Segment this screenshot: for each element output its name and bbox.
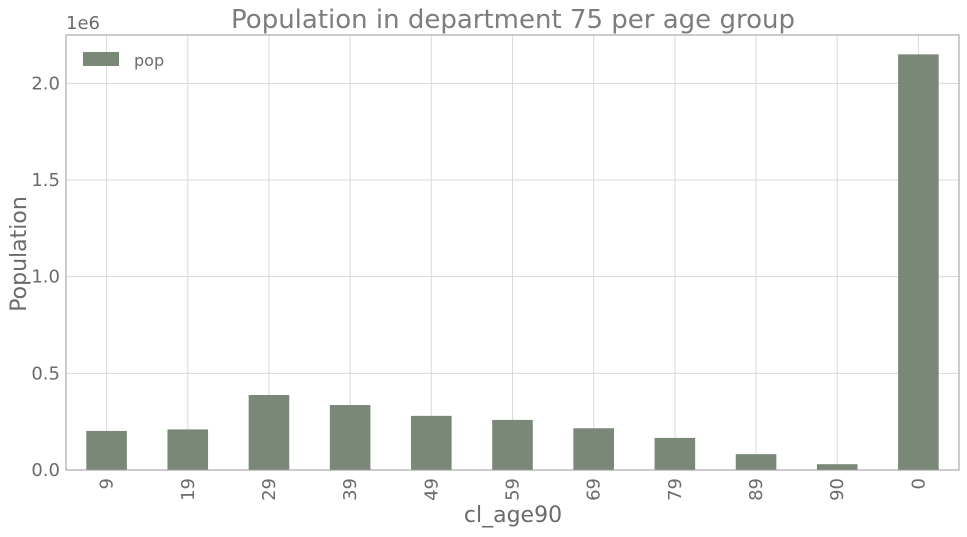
- x-tick-label: 79: [665, 478, 686, 501]
- tick-labels: 0.0 0.5 1.0 1.5 2.0 9 19 29 39 49 59 69 79 89 90 0: [31, 73, 929, 501]
- x-tick-label: 69: [584, 478, 605, 501]
- bar-0: [898, 54, 939, 470]
- bar-59: [492, 419, 533, 470]
- x-tick-label: 89: [746, 478, 767, 501]
- x-tick-label: 49: [421, 478, 442, 501]
- grid-lines: [66, 35, 959, 471]
- bar-49: [411, 415, 452, 470]
- x-axis-label: cl_age90: [464, 503, 562, 528]
- bar-79: [654, 437, 696, 470]
- x-tick-label: 19: [178, 478, 199, 501]
- y-tick-label: 1.0: [31, 267, 60, 288]
- bar-29: [248, 394, 290, 470]
- x-tick-label: 59: [503, 478, 524, 501]
- x-tick-label: 39: [340, 478, 361, 501]
- x-tick-label: 9: [97, 478, 118, 489]
- x-tick-label: 90: [827, 478, 848, 501]
- bar-89: [735, 454, 777, 470]
- bar-39: [329, 405, 371, 470]
- y-axis-label: Population: [7, 196, 32, 312]
- chart-title: Population in department 75 per age grou…: [231, 5, 795, 35]
- y-tick-label: 1.5: [31, 170, 60, 191]
- x-tick-label: 29: [259, 478, 280, 501]
- bar-90: [816, 464, 858, 470]
- x-tick-label: 0: [908, 478, 929, 489]
- y-tick-label: 2.0: [31, 73, 60, 94]
- bar-9: [86, 430, 127, 470]
- bars: [86, 54, 939, 470]
- y-axis-offset-label: 1e6: [66, 13, 100, 34]
- y-tick-label: 0.0: [31, 460, 60, 481]
- legend: pop: [83, 51, 164, 70]
- legend-swatch: [83, 52, 119, 66]
- plot-frame: [65, 34, 960, 471]
- legend-label: pop: [134, 51, 164, 70]
- y-tick-label: 0.5: [31, 363, 60, 384]
- bar-69: [573, 428, 614, 470]
- bar-19: [167, 429, 209, 470]
